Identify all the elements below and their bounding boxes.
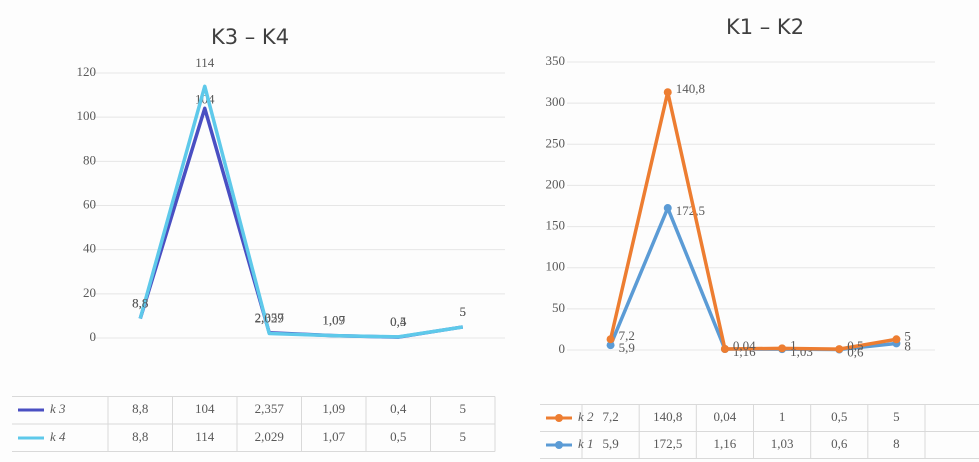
y-tick-label: 60 — [83, 196, 96, 211]
series-line — [138, 84, 464, 339]
y-tick-label: 300 — [546, 94, 566, 109]
marker — [606, 341, 615, 350]
data-label: 7,2 — [619, 328, 635, 343]
marker — [778, 344, 787, 353]
data-label: 172,5 — [676, 203, 705, 218]
y-tick-label: 100 — [77, 108, 97, 123]
data-label: 8,8 — [132, 296, 148, 311]
legend-marker — [555, 414, 563, 422]
table-cell: 0,5 — [831, 409, 847, 424]
data-label: 0,5 — [847, 338, 863, 353]
table-cell: 8 — [893, 436, 900, 451]
table-cell: 104 — [195, 401, 215, 416]
table-cell: 1,07 — [322, 429, 345, 444]
table-cell: 1,16 — [714, 436, 737, 451]
table-cell: 0,4 — [390, 401, 407, 416]
table-cell: 7,2 — [602, 409, 618, 424]
data-label: 0,4 — [390, 314, 407, 329]
y-tick-label: 0 — [90, 329, 97, 344]
data-label: 8 — [904, 338, 911, 353]
y-tick-label: 20 — [83, 285, 96, 300]
marker — [663, 204, 672, 213]
table-cell: 2,357 — [255, 401, 285, 416]
y-tick-label: 350 — [546, 53, 566, 68]
data-label: 140,8 — [676, 81, 705, 96]
data-label: 0,5 — [390, 314, 406, 329]
legend-label: k 4 — [50, 429, 66, 444]
table-cell: 8,8 — [132, 401, 148, 416]
marker — [663, 88, 672, 97]
data-label: 1,09 — [322, 313, 345, 328]
y-tick-label: 50 — [552, 300, 565, 315]
chart-title: K1 – K2 — [726, 15, 804, 39]
table-cell: 8,8 — [132, 429, 148, 444]
y-tick-label: 150 — [546, 218, 566, 233]
data-label: 2,357 — [255, 310, 285, 325]
y-tick-label: 120 — [77, 64, 97, 79]
data-label: 1 — [790, 337, 797, 352]
chart-title: K3 – K4 — [211, 25, 289, 49]
data-label: 5 — [904, 328, 911, 343]
marker — [720, 345, 729, 354]
marker — [606, 335, 615, 344]
data-label: 5 — [460, 304, 467, 319]
data-label: 1,07 — [322, 313, 345, 328]
legend-marker — [555, 441, 563, 449]
data-label: 5,9 — [619, 340, 635, 355]
marker — [835, 345, 844, 354]
legend-label: k 3 — [50, 401, 66, 416]
y-tick-label: 40 — [83, 241, 96, 256]
series-line — [608, 90, 897, 351]
marker — [892, 335, 901, 344]
table-cell: 0,04 — [714, 409, 737, 424]
table-cell: 140,8 — [653, 409, 682, 424]
table-cell: 5,9 — [602, 436, 618, 451]
y-tick-label: 80 — [83, 152, 96, 167]
y-tick-label: 0 — [559, 341, 566, 356]
table-cell: 5 — [893, 409, 900, 424]
table-cell: 0,5 — [390, 429, 406, 444]
table-cell: 1,09 — [322, 401, 345, 416]
y-tick-label: 250 — [546, 135, 566, 150]
table-cell: 5 — [460, 429, 467, 444]
table-cell: 1 — [779, 409, 786, 424]
legend-label: k 1 — [578, 436, 594, 451]
data-label: 114 — [195, 55, 215, 70]
table-cell: 172,5 — [653, 436, 682, 451]
table-cell: 2,029 — [255, 429, 284, 444]
table-cell: 0,6 — [831, 436, 848, 451]
table-cell: 114 — [195, 429, 215, 444]
legend-label: k 2 — [578, 409, 594, 424]
table-cell: 5 — [460, 401, 467, 416]
table-cell: 1,03 — [771, 436, 794, 451]
data-label: 2,029 — [255, 311, 284, 326]
y-tick-label: 100 — [546, 259, 566, 274]
data-label: 0,04 — [733, 338, 756, 353]
y-tick-label: 200 — [546, 176, 566, 191]
data-label: 5 — [460, 304, 467, 319]
